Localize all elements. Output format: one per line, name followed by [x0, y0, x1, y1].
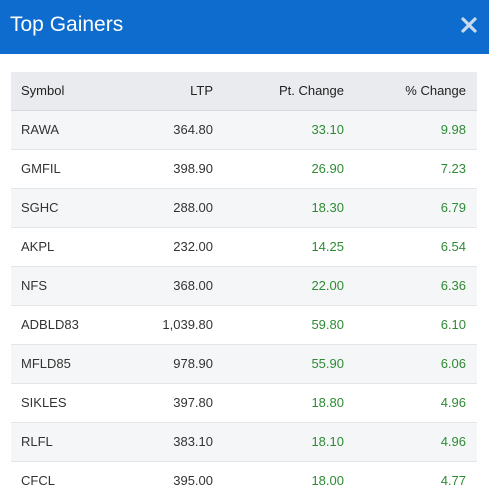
- pct-change-cell: 6.54: [440, 239, 466, 254]
- pt-change-cell: 55.90: [311, 356, 344, 371]
- column-header-pct-change: % Change: [344, 72, 477, 111]
- ltp-cell: 368.00: [173, 278, 213, 293]
- symbol-cell[interactable]: GMFIL: [21, 161, 61, 176]
- column-header-symbol: Symbol: [11, 72, 116, 111]
- pct-change-cell: 4.96: [440, 395, 466, 410]
- ltp-cell: 1,039.80: [162, 317, 213, 332]
- table-row: AKPL 232.00 14.25 6.54: [11, 227, 477, 266]
- symbol-cell[interactable]: SIKLES: [21, 395, 67, 410]
- table-row: RAWA 364.80 33.10 9.98: [11, 110, 477, 149]
- pt-change-cell: 14.25: [311, 239, 344, 254]
- pct-change-cell: 4.77: [440, 473, 466, 488]
- ltp-cell: 383.10: [173, 434, 213, 449]
- column-header-ltp: LTP: [116, 72, 213, 111]
- pt-change-cell: 18.00: [311, 473, 344, 488]
- symbol-cell[interactable]: ADBLD83: [21, 317, 79, 332]
- table-row: NFS 368.00 22.00 6.36: [11, 266, 477, 305]
- modal-header: Top Gainers: [0, 0, 489, 54]
- pct-change-cell: 6.10: [440, 317, 466, 332]
- pt-change-cell: 22.00: [311, 278, 344, 293]
- table-row: SIKLES 397.80 18.80 4.96: [11, 383, 477, 422]
- modal-title: Top Gainers: [10, 13, 124, 36]
- table-row: RLFL 383.10 18.10 4.96: [11, 422, 477, 461]
- table-row: MFLD85 978.90 55.90 6.06: [11, 344, 477, 383]
- table-row: GMFIL 398.90 26.90 7.23: [11, 149, 477, 188]
- table-row: SGHC 288.00 18.30 6.79: [11, 188, 477, 227]
- pct-change-cell: 6.06: [440, 356, 466, 371]
- symbol-cell[interactable]: SGHC: [21, 200, 59, 215]
- symbol-cell[interactable]: NFS: [21, 278, 47, 293]
- ltp-cell: 232.00: [173, 239, 213, 254]
- pct-change-cell: 9.98: [440, 122, 466, 137]
- ltp-cell: 288.00: [173, 200, 213, 215]
- table-row: ADBLD83 1,039.80 59.80 6.10: [11, 305, 477, 344]
- symbol-cell[interactable]: RLFL: [21, 434, 53, 449]
- pt-change-cell: 18.80: [311, 395, 344, 410]
- table-row: CFCL 395.00 18.00 4.77: [11, 461, 477, 495]
- gainers-table-container: Symbol LTP Pt. Change % Change RAWA 364.…: [11, 72, 477, 495]
- ltp-cell: 978.90: [173, 356, 213, 371]
- pt-change-cell: 33.10: [311, 122, 344, 137]
- symbol-cell[interactable]: AKPL: [21, 239, 55, 254]
- pt-change-cell: 18.10: [311, 434, 344, 449]
- ltp-cell: 397.80: [173, 395, 213, 410]
- symbol-cell[interactable]: CFCL: [21, 473, 55, 488]
- pct-change-cell: 7.23: [440, 161, 466, 176]
- ltp-cell: 398.90: [173, 161, 213, 176]
- close-icon[interactable]: [460, 16, 478, 34]
- symbol-cell[interactable]: RAWA: [21, 122, 60, 137]
- pct-change-cell: 6.36: [440, 278, 466, 293]
- ltp-cell: 364.80: [173, 122, 213, 137]
- pt-change-cell: 26.90: [311, 161, 344, 176]
- column-header-pt-change: Pt. Change: [213, 72, 344, 111]
- gainers-table: Symbol LTP Pt. Change % Change RAWA 364.…: [11, 72, 477, 495]
- ltp-cell: 395.00: [173, 473, 213, 488]
- table-header-row: Symbol LTP Pt. Change % Change: [11, 72, 477, 111]
- pt-change-cell: 18.30: [311, 200, 344, 215]
- symbol-cell[interactable]: MFLD85: [21, 356, 71, 371]
- pct-change-cell: 4.96: [440, 434, 466, 449]
- pct-change-cell: 6.79: [440, 200, 466, 215]
- pt-change-cell: 59.80: [311, 317, 344, 332]
